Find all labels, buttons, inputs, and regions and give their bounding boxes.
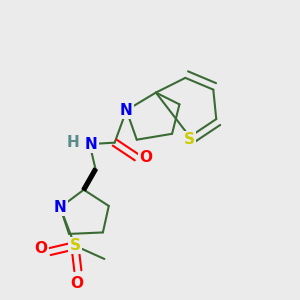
Text: S: S — [69, 238, 80, 253]
Text: O: O — [139, 150, 152, 165]
Text: N: N — [120, 103, 133, 118]
Text: N: N — [54, 200, 67, 215]
Text: O: O — [34, 241, 48, 256]
Text: O: O — [70, 277, 83, 292]
Text: N: N — [85, 136, 98, 152]
Text: S: S — [184, 132, 195, 147]
Text: H: H — [67, 135, 80, 150]
